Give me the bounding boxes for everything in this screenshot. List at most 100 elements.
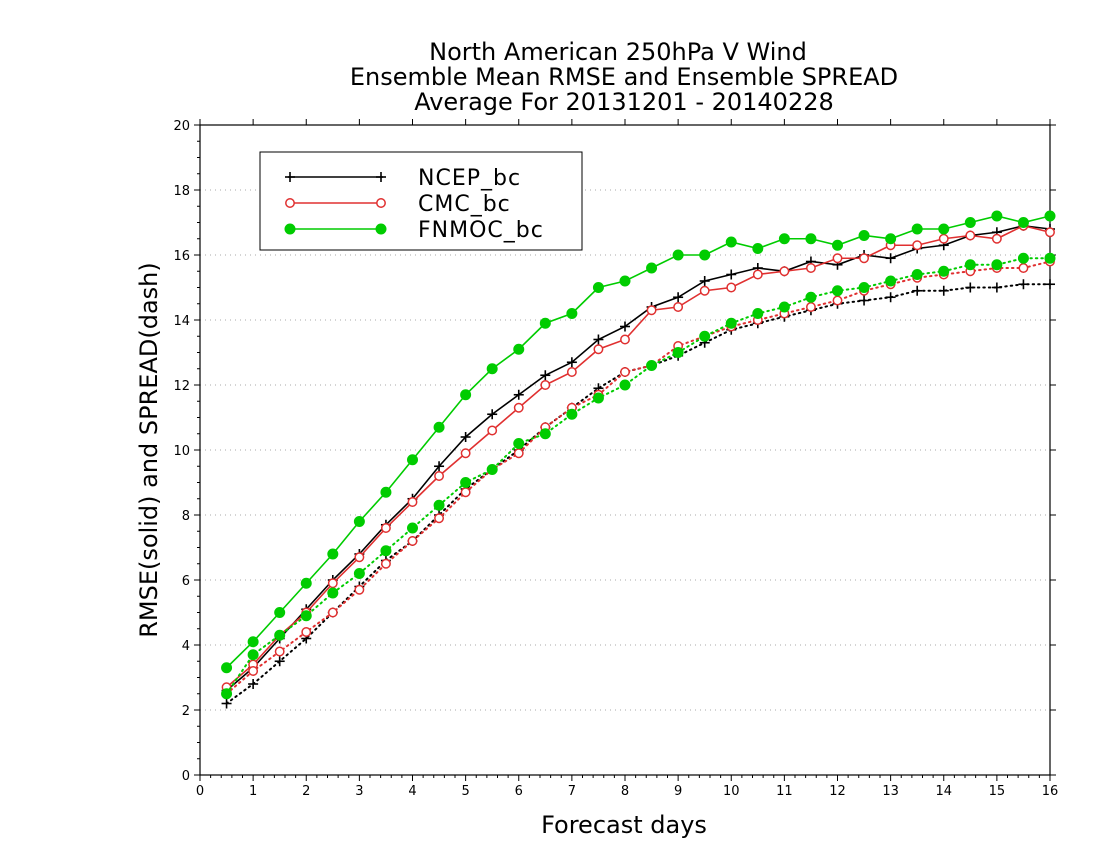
- data-point-filled-circle: [911, 223, 923, 235]
- data-point-open-circle: [912, 240, 923, 251]
- data-point-open-circle: [513, 402, 524, 413]
- x-tick-label: 16: [1042, 784, 1059, 799]
- title-line-1: North American 250hPa V Wind: [429, 38, 807, 66]
- data-point-filled-circle: [566, 408, 578, 420]
- data-point-filled-circle: [672, 249, 684, 261]
- data-point-filled-circle: [353, 516, 365, 527]
- data-point-open-circle: [354, 552, 365, 563]
- data-point-filled-circle: [486, 464, 498, 475]
- data-point-filled-circle: [805, 233, 817, 245]
- data-point-filled-circle: [619, 379, 631, 391]
- data-point-plus: [487, 409, 498, 420]
- data-point-plus: [991, 282, 1002, 293]
- x-axis-label: Forecast days: [541, 811, 707, 839]
- data-point-filled-circle: [725, 236, 737, 248]
- y-tick-label: 0: [182, 769, 190, 784]
- data-point-filled-circle: [486, 363, 498, 375]
- data-point-open-circle: [434, 471, 445, 481]
- x-tick-label: 6: [515, 784, 523, 799]
- data-point-plus: [938, 285, 949, 296]
- data-point-plus: [460, 432, 471, 442]
- data-point-plus: [248, 679, 259, 689]
- data-point-filled-circle: [221, 688, 233, 700]
- data-point-open-circle: [285, 198, 295, 208]
- data-point-filled-circle: [646, 360, 658, 371]
- data-point-open-circle: [301, 627, 312, 637]
- series-NCEP_bc-solid: [221, 220, 1055, 696]
- data-point-filled-circle: [353, 568, 365, 579]
- x-tick-label: 5: [461, 784, 469, 799]
- data-point-filled-circle: [778, 301, 790, 313]
- data-point-filled-circle: [938, 223, 950, 235]
- x-tick-label: 4: [408, 784, 416, 799]
- data-point-open-circle: [1045, 227, 1055, 238]
- data-point-filled-circle: [300, 577, 312, 589]
- data-point-open-circle: [460, 448, 471, 459]
- data-point-open-circle: [540, 380, 551, 390]
- data-point-plus: [221, 698, 232, 709]
- data-point-filled-circle: [991, 259, 1003, 271]
- title-line-3: Average For 20131201 - 20140228: [414, 88, 834, 116]
- y-axis-label: RMSE(solid) and SPREAD(dash): [135, 262, 163, 638]
- data-point-open-circle: [566, 367, 577, 377]
- data-point-plus: [566, 357, 577, 368]
- series-CMC_bc-solid: [221, 220, 1055, 693]
- data-point-open-circle: [752, 269, 763, 280]
- x-axis-ticks: 0 1 2 3 4 5 6 7 8 9 10 11 12 13 14 15 16: [196, 119, 1058, 799]
- data-point-plus: [1045, 279, 1055, 290]
- data-point-filled-circle: [327, 587, 339, 599]
- data-point-open-circle: [407, 497, 418, 507]
- data-point-plus: [859, 295, 870, 306]
- data-point-filled-circle: [539, 317, 551, 329]
- data-point-filled-circle: [619, 275, 631, 287]
- data-point-open-circle: [832, 295, 843, 306]
- data-point-plus: [885, 253, 896, 264]
- data-point-filled-circle: [407, 522, 418, 534]
- x-tick-label: 1: [249, 784, 257, 799]
- data-point-open-circle: [1018, 263, 1029, 273]
- data-point-filled-circle: [725, 317, 737, 329]
- data-point-open-circle: [434, 513, 445, 524]
- data-point-open-circle: [593, 344, 604, 355]
- data-point-filled-circle: [938, 265, 950, 277]
- data-point-open-circle: [376, 198, 386, 208]
- data-point-filled-circle: [513, 438, 525, 449]
- data-point-filled-circle: [805, 291, 817, 303]
- x-tick-label: 10: [723, 784, 740, 799]
- data-point-filled-circle: [885, 233, 897, 245]
- y-tick-label: 2: [182, 704, 190, 719]
- legend-box: [259, 151, 583, 251]
- data-point-filled-circle: [964, 259, 976, 271]
- x-tick-label: 13: [882, 784, 899, 799]
- data-point-filled-circle: [832, 239, 843, 251]
- x-tick-label: 14: [935, 784, 952, 799]
- x-tick-label: 3: [355, 784, 363, 799]
- data-point-filled-circle: [300, 610, 312, 622]
- series-line: [226, 224, 1051, 692]
- legend-label: FNMOC_bc: [418, 218, 544, 243]
- data-point-open-circle: [407, 536, 418, 546]
- data-point-plus: [673, 292, 684, 303]
- data-point-plus: [434, 461, 445, 472]
- legend-item: CMC_bc: [285, 192, 511, 217]
- legend-label: CMC_bc: [418, 192, 511, 217]
- data-point-open-circle: [805, 302, 816, 312]
- data-point-filled-circle: [247, 649, 259, 661]
- data-point-open-circle: [805, 263, 816, 273]
- data-point-filled-circle: [832, 285, 843, 297]
- data-point-filled-circle: [274, 607, 286, 618]
- series-line: [226, 215, 1051, 669]
- y-tick-label: 12: [173, 379, 190, 394]
- x-tick-label: 8: [621, 784, 629, 799]
- legend-label: NCEP_bc: [418, 166, 521, 191]
- y-tick-label: 16: [173, 249, 190, 264]
- data-point-filled-circle: [592, 392, 604, 404]
- data-point-plus: [513, 389, 524, 400]
- data-point-filled-circle: [375, 223, 387, 235]
- data-point-filled-circle: [380, 545, 392, 557]
- series-NCEP_bc-dotted: [221, 279, 1055, 709]
- data-point-filled-circle: [513, 343, 525, 355]
- data-point-filled-circle: [460, 389, 472, 401]
- series-FNMOC_bc-dotted: [221, 252, 1056, 700]
